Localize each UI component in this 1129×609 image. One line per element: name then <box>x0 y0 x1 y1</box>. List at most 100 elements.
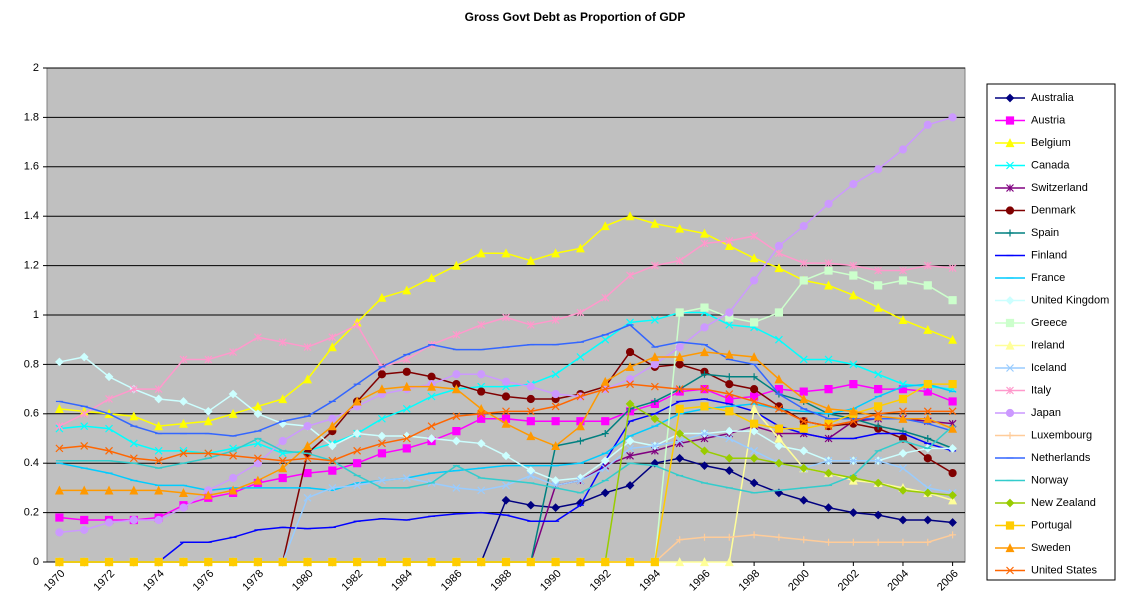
point-marker <box>749 352 759 362</box>
point-marker <box>55 513 64 522</box>
point-marker <box>551 476 560 485</box>
point-marker <box>650 382 659 391</box>
legend-marker <box>1005 93 1015 103</box>
point-marker <box>303 441 312 451</box>
point-marker <box>899 407 907 416</box>
point-marker <box>601 417 610 426</box>
point-marker <box>477 486 486 495</box>
point-marker <box>526 320 535 329</box>
point-marker <box>154 394 163 404</box>
point-marker <box>105 424 113 433</box>
legend-marker <box>1005 521 1015 530</box>
point-marker <box>625 436 635 446</box>
legend-label: Iceland <box>1031 362 1066 374</box>
point-marker <box>55 528 64 537</box>
point-marker <box>873 302 883 312</box>
point-marker <box>923 281 932 290</box>
point-marker <box>799 417 808 426</box>
point-marker <box>576 476 585 485</box>
point-marker <box>774 424 784 433</box>
point-marker <box>377 370 387 379</box>
point-marker <box>353 459 362 468</box>
point-marker <box>576 353 585 361</box>
point-marker <box>154 446 163 455</box>
point-marker <box>551 441 561 451</box>
point-marker <box>923 380 932 389</box>
point-marker <box>750 385 759 394</box>
point-marker <box>849 360 858 369</box>
legend-label: Sweden <box>1031 542 1071 554</box>
point-marker <box>923 324 933 334</box>
point-marker <box>675 343 684 352</box>
point-marker <box>824 266 833 275</box>
point-marker <box>105 395 113 403</box>
point-marker <box>824 422 833 431</box>
point-marker <box>55 444 64 453</box>
point-marker <box>799 424 808 433</box>
point-marker <box>79 352 89 362</box>
point-marker <box>303 343 312 352</box>
legend-marker <box>1005 340 1015 350</box>
point-marker <box>203 406 213 416</box>
point-marker <box>427 434 436 443</box>
point-marker <box>303 374 312 384</box>
point-marker <box>774 249 783 258</box>
point-marker <box>229 348 238 356</box>
point-marker <box>278 456 287 465</box>
point-marker <box>725 320 734 329</box>
point-marker <box>502 313 510 322</box>
x-tick-label: 1998 <box>736 568 762 594</box>
point-marker <box>824 456 833 465</box>
point-marker <box>228 408 238 418</box>
point-marker <box>750 318 759 327</box>
point-marker <box>725 390 734 398</box>
point-marker <box>923 488 933 498</box>
point-marker <box>352 429 362 438</box>
point-marker <box>452 330 461 339</box>
point-marker <box>725 373 733 381</box>
point-marker <box>750 232 759 240</box>
point-marker <box>328 333 337 342</box>
point-marker <box>79 485 89 495</box>
point-marker <box>601 335 610 344</box>
point-marker <box>948 397 957 406</box>
point-marker <box>378 439 386 448</box>
x-tick-label: 1974 <box>141 568 167 594</box>
point-marker <box>80 557 89 567</box>
point-marker <box>402 404 411 413</box>
point-marker <box>675 385 684 394</box>
point-marker <box>849 271 858 280</box>
point-marker <box>402 355 411 364</box>
point-marker <box>551 248 561 258</box>
point-marker <box>228 485 238 495</box>
point-marker <box>278 463 288 473</box>
point-marker <box>551 389 560 399</box>
point-marker <box>700 446 709 456</box>
point-marker <box>451 384 461 394</box>
point-marker <box>154 557 163 567</box>
y-tick-label: 1.2 <box>24 260 39 272</box>
point-marker <box>923 407 932 416</box>
legend-marker <box>1005 318 1015 328</box>
point-marker <box>328 456 337 465</box>
point-marker <box>948 407 957 416</box>
point-marker <box>477 557 486 567</box>
point-marker <box>650 441 659 450</box>
point-marker <box>452 380 461 389</box>
point-marker <box>774 458 784 468</box>
point-marker <box>873 510 883 520</box>
point-marker <box>179 449 188 458</box>
point-marker <box>675 453 685 463</box>
legend-label: Belgium <box>1031 137 1071 149</box>
point-marker <box>824 280 834 290</box>
point-marker <box>104 518 114 527</box>
point-marker <box>700 533 708 541</box>
x-tick-label: 1990 <box>538 568 564 594</box>
legend-marker <box>1006 161 1014 170</box>
point-marker <box>278 338 287 347</box>
point-marker <box>848 290 858 300</box>
point-marker <box>824 404 834 413</box>
point-marker <box>54 485 64 495</box>
point-marker <box>874 402 883 411</box>
